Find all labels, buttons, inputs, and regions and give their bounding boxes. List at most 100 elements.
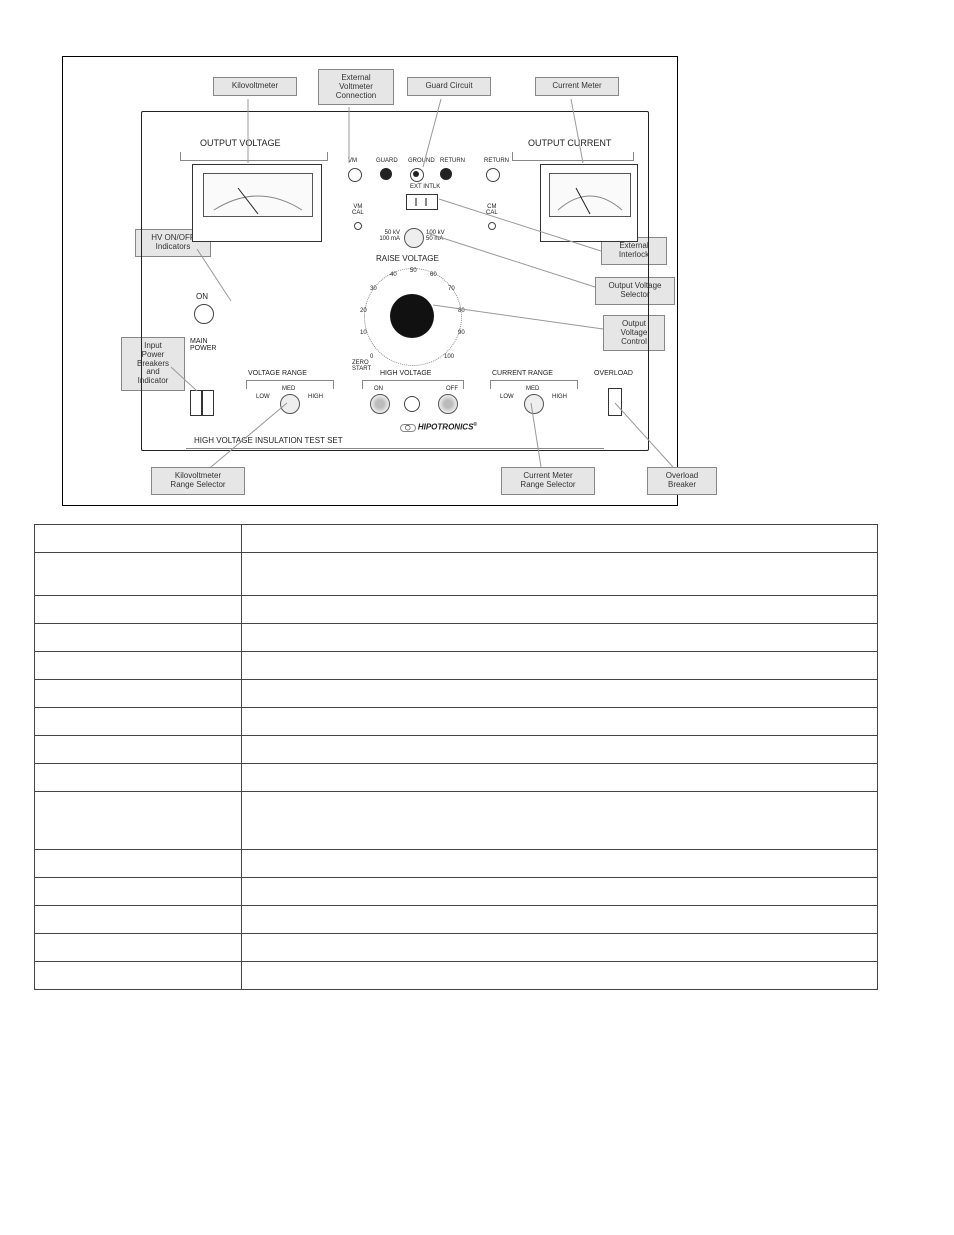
label-high-voltage: HIGH VOLTAGE: [380, 370, 431, 377]
table-row: Overload Circuit BreakerTrips at 110% of…: [35, 962, 878, 990]
table-row: Kilovoltmeter Range SelectorChanges the …: [35, 878, 878, 906]
th-desc: DESCRIPTION: [242, 525, 878, 553]
cell-desc: Displays output load current.: [242, 906, 878, 934]
title-bar: HIGH VOLTAGE INSULATION TEST SET: [194, 436, 343, 445]
table-row: HV ON / OFFHV ON / OFF switches.: [35, 708, 878, 736]
title-underline: [186, 448, 604, 449]
cell-feature: HV ON / OFF: [35, 708, 242, 736]
label-return: RETURN: [440, 158, 465, 164]
label-low1: LOW: [256, 394, 270, 400]
cell-feature: Kilovoltmeter: [35, 850, 242, 878]
current-meter: [540, 164, 638, 242]
callout-kv-range-sel: Kilovoltmeter Range Selector: [151, 467, 245, 495]
table-row: Main Power OnMain Power ON indicator.: [35, 596, 878, 624]
cell-desc: Indicates output voltage.: [242, 850, 878, 878]
cell-desc: Input power on/off control and indicator…: [242, 553, 878, 596]
cell-desc: Bypasses surface leakage on current mete…: [242, 652, 878, 680]
label-current-range: CURRENT RANGE: [492, 370, 553, 377]
label-guard: GUARD: [376, 158, 398, 164]
th-feature: FEATURE: [35, 525, 242, 553]
label-high1: HIGH: [308, 394, 323, 400]
label-cm-cal: CM CAL: [486, 204, 498, 216]
dial-20: 20: [360, 308, 367, 314]
panel-drawing: OUTPUT VOLTAGE OUTPUT CURRENT VM GUARD G…: [141, 111, 649, 451]
dial-80: 80: [458, 308, 465, 314]
voltage-range-knob: [280, 394, 300, 414]
table-row: Output Voltage SelectorSwitches the outp…: [35, 764, 878, 792]
cell-feature: Current Meter Range Selector: [35, 934, 242, 962]
jack-vm: [348, 168, 362, 182]
callout-current-meter: Current Meter: [535, 77, 619, 96]
label-med1: MED: [282, 386, 295, 392]
label-low2: LOW: [500, 394, 514, 400]
label-vm: VM: [348, 158, 357, 164]
brand-label: ◯ HIPOTRONICS®: [400, 422, 477, 433]
kilovoltmeter: [192, 164, 322, 242]
footer: INSTRUCTION MANUAL 800PL-10MA-DP SECTION…: [34, 1175, 567, 1189]
jack-return: [440, 168, 452, 180]
cell-feature: Output Voltage Control: [35, 736, 242, 764]
dial-90: 90: [458, 330, 465, 336]
cell-feature: Kilovoltmeter Range Selector: [35, 878, 242, 906]
callout-kilovoltmeter: Kilovoltmeter: [213, 77, 297, 96]
table-row: HV ON / OFF IndicatorsRed/Green lamps in…: [35, 680, 878, 708]
figure-frame: Kilovoltmeter External Voltmeter Connect…: [62, 56, 678, 506]
output-voltage-control-knob: [390, 294, 434, 338]
hv-off-button: [438, 394, 458, 414]
label-100kv: 100 kV 50 mA: [426, 230, 445, 242]
label-zero-start: ZERO START: [352, 360, 371, 372]
jack-return2: [486, 168, 500, 182]
label-hv-on: ON: [374, 386, 383, 392]
cell-feature: Zero Start Feature: [35, 792, 242, 850]
label-on: ON: [196, 292, 208, 301]
ext-interlock-conn: [406, 194, 438, 210]
current-range-knob: [524, 394, 544, 414]
label-main-power: MAIN POWER: [190, 338, 216, 352]
dial-30: 30: [370, 286, 377, 292]
label-ext-intlk: EXT INTLK: [410, 184, 440, 190]
breaker-2: [202, 390, 214, 416]
table-row: Input Power Breakers and IndicatorInput …: [35, 553, 878, 596]
hv-on-button: [370, 394, 390, 414]
dial-100: 100: [444, 354, 454, 360]
dial-10: 10: [360, 330, 367, 336]
label-raise-voltage: RAISE VOLTAGE: [376, 254, 439, 263]
callout-guard-circuit: Guard Circuit: [407, 77, 491, 96]
cell-feature: Output Voltage Selector: [35, 764, 242, 792]
label-output-current: OUTPUT CURRENT: [528, 138, 611, 148]
cell-desc: Output voltage adjustment. Raises or low…: [242, 736, 878, 764]
cell-feature: Overload Circuit Breaker: [35, 962, 242, 990]
table-row: Guard CircuitBypasses surface leakage on…: [35, 652, 878, 680]
label-vm-cal: VM CAL: [352, 204, 364, 216]
label-med2: MED: [526, 386, 539, 392]
table-row: Current Meter Range SelectorChanges the …: [35, 934, 878, 962]
label-hv-off: OFF: [446, 386, 458, 392]
cell-desc: Red/Green lamps indicate HV output statu…: [242, 680, 878, 708]
cell-desc: Changes the scale of the kilovoltmeter: …: [242, 878, 878, 906]
dial-40: 40: [390, 272, 397, 278]
dial-60: 60: [430, 272, 437, 278]
cell-desc: HV ON / OFF switches.: [242, 708, 878, 736]
features-table: FEATURE DESCRIPTION Input Power Breakers…: [34, 524, 878, 990]
label-return2: RETURN: [484, 158, 509, 164]
cell-desc: Main Power ON indicator.: [242, 596, 878, 624]
dial-0: 0: [370, 354, 373, 360]
page-number: 4-2: [867, 1175, 884, 1189]
cm-cal-pot: [488, 222, 496, 230]
cell-feature: Main Power On: [35, 596, 242, 624]
label-ground: GROUND: [408, 158, 435, 164]
cell-feature: Input Power Breakers and Indicator: [35, 553, 242, 596]
jack-ground: [410, 168, 424, 182]
dial-50: 50: [410, 268, 417, 274]
table-row: KilovoltmeterIndicates output voltage.: [35, 850, 878, 878]
callout-ext-voltmeter: External Voltmeter Connection: [318, 69, 394, 105]
jack-guard: [380, 168, 392, 180]
label-overload: OVERLOAD: [594, 370, 633, 377]
output-voltage-selector-knob: [404, 228, 424, 248]
vm-cal-pot: [354, 222, 362, 230]
cell-desc: Trips at 110% of output rating, interrup…: [242, 962, 878, 990]
bracket-ov: [180, 152, 328, 161]
cell-desc: Connect external switch to break HV circ…: [242, 624, 878, 652]
table-row: Output Voltage ControlOutput voltage adj…: [35, 736, 878, 764]
label-voltage-range: VOLTAGE RANGE: [248, 370, 307, 377]
